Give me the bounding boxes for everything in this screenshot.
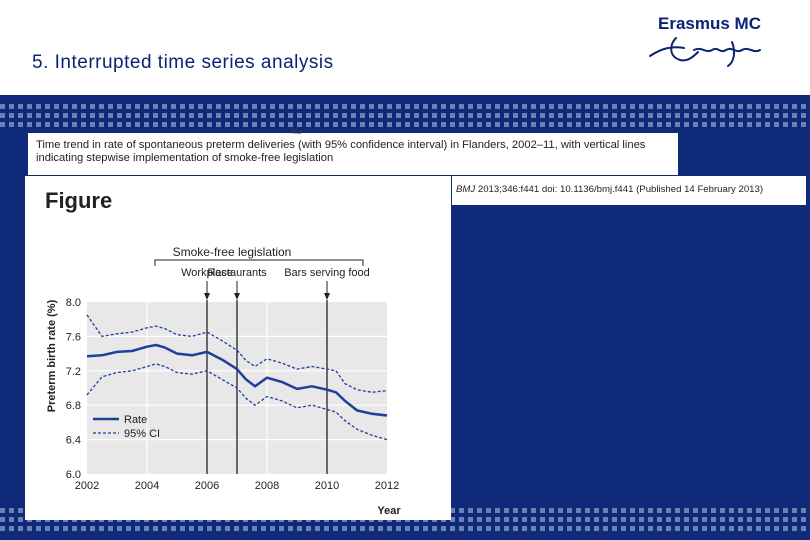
rate-line [86,343,388,417]
decor-stripe [0,122,810,127]
caption-text: Time trend in rate of spontaneous preter… [36,139,646,164]
slide-header: 5. Interrupted time series analysis Eras… [0,0,810,95]
ci-line [86,314,388,393]
caption-ghost-label: Year [290,130,303,136]
intervention-label: Workplace [181,267,233,279]
y-tick-label: 8.0 [66,297,81,309]
x-tick-label: 2004 [135,480,159,492]
intervention-label: Bars serving food [284,267,370,279]
series-lines [86,314,388,441]
citation: BMJ 2013;346:f441 doi: 10.1136/bmj.f441 … [452,176,806,205]
y-tick-label: 6.0 [66,469,81,481]
figure-heading: Figure [45,188,113,213]
x-tick-label: 2006 [195,480,219,492]
legend-ci-label: 95% CI [124,428,160,440]
figure-caption: Year Time trend in rate of spontaneous p… [28,130,678,175]
x-tick-labels: 2002 2004 2006 2008 2010 2012 [75,480,399,492]
legislation-bracket [154,259,364,266]
legend-rate-label: Rate [124,414,147,426]
decor-stripe [0,104,810,109]
intervention-arrow-head [204,293,210,300]
ci-line [86,363,388,441]
y-tick-label: 7.6 [66,331,81,343]
intervention-arrow-head [324,293,330,300]
preterm-rate-chart: 6.06.46.87.27.68.0 2002 2004 2006 2008 2010 2… [46,245,401,517]
x-tick-label: 2010 [315,480,339,492]
x-tick-label: 2012 [375,480,399,492]
citation-journal: BMJ [456,184,476,195]
y-tick-label: 6.8 [66,400,81,412]
citation-text: BMJ 2013;346:f441 doi: 10.1136/bmj.f441 … [456,184,763,195]
slide-title: 5. Interrupted time series analysis [32,52,334,73]
x-tick-label: 2008 [255,480,279,492]
y-tick-label: 7.2 [66,366,81,378]
intervention-arrow-head [234,293,240,300]
x-axis-label: Year [377,505,401,517]
citation-detail: 2013;346:f441 doi: 10.1136/bmj.f441 (Pub… [477,184,764,195]
figure-panel: Figure 6.0 6.4 6.8 7.2 7.6 8.0 2002 2004 2006 20… [25,176,451,520]
decor-stripe [0,113,810,118]
y-axis-label: Preterm birth rate (%) [46,299,58,412]
y-tick-labels: 6.0 6.4 6.8 7.2 7.6 8.0 [66,297,81,481]
y-tick-label: 6.4 [66,435,81,447]
decor-stripe [0,526,810,531]
x-tick-label: 2002 [75,480,99,492]
logo-script-icon [649,37,761,67]
legend: Rate 95% CI [93,414,160,440]
intervention-label: Restaurants [207,267,267,279]
logo-text: Erasmus MC [658,14,761,33]
erasmus-mc-logo: Erasmus MC [632,12,782,72]
legislation-header: Smoke-free legislation [173,245,292,259]
